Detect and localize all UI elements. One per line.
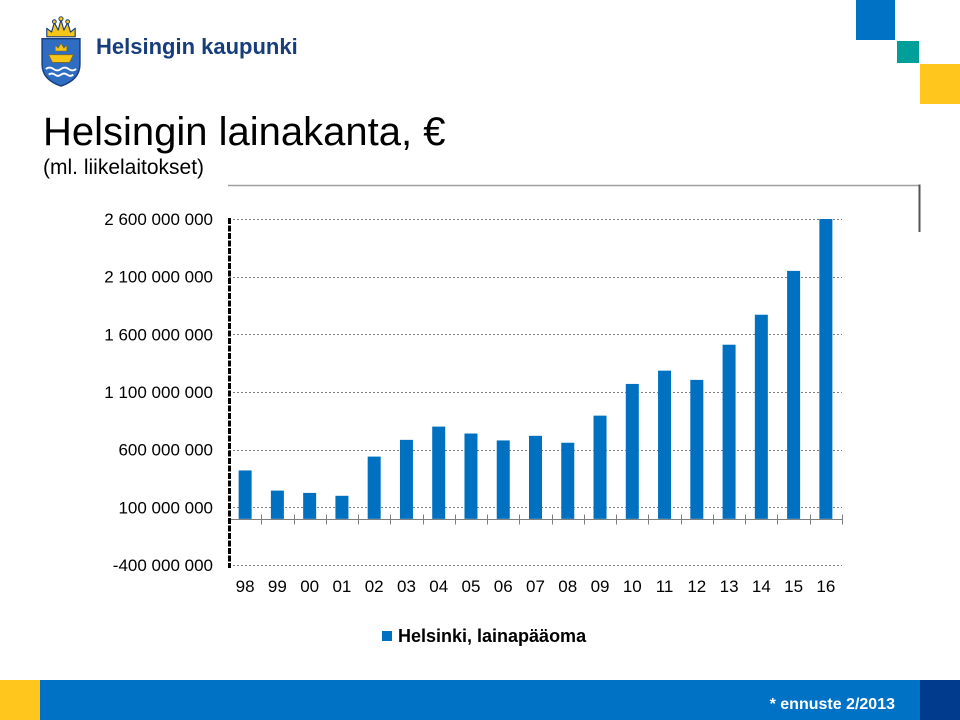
bar-05 [464, 433, 478, 519]
x-tick-label: 09 [591, 577, 610, 596]
bar-16 [819, 219, 833, 519]
x-tick-label: 11 [656, 577, 674, 596]
x-tick-label: 08 [558, 577, 577, 596]
x-tick-label: 02 [365, 577, 384, 596]
x-tick-label: 10 [623, 577, 642, 596]
bar-99 [270, 490, 284, 519]
x-tick-label: 15 [784, 577, 803, 596]
bar-03 [399, 439, 413, 519]
legend-label: Helsinki, lainapääoma [398, 626, 587, 646]
helsinki-coat-of-arms-icon [41, 16, 81, 87]
boat-hull [48, 54, 74, 63]
logo-text: Helsingin kaupunki [96, 34, 298, 59]
bar-13 [722, 344, 736, 519]
bar-08 [561, 442, 575, 519]
y-tick-label: -400 000 000 [113, 556, 213, 575]
y-tick-label: 100 000 000 [118, 498, 213, 517]
boat-crown [55, 42, 67, 52]
boat [48, 42, 74, 63]
slide-title: Helsingin lainakanta, € [43, 110, 446, 154]
crown-jewel [58, 16, 64, 22]
decor-square-yellow [920, 64, 960, 104]
footer-square-navy [920, 680, 960, 720]
x-axis-ticks [261, 514, 843, 525]
x-tick-label: 16 [816, 577, 835, 596]
bar-12 [690, 379, 704, 519]
y-tick-label: 600 000 000 [118, 441, 213, 460]
waves [45, 66, 77, 77]
bar-02 [367, 456, 381, 519]
x-tick-label: 01 [332, 577, 351, 596]
footnote: * ennuste 2/2013 [769, 696, 895, 713]
bar-01 [335, 495, 349, 519]
bar-07 [529, 435, 542, 519]
x-tick-label: 99 [268, 577, 287, 596]
bar-00 [303, 492, 317, 519]
y-tick-label: 1 100 000 000 [104, 383, 213, 402]
slide-subtitle: (ml. liikelaitokset) [43, 156, 205, 179]
decor-square-teal [897, 41, 919, 63]
bar-98 [238, 470, 252, 519]
y-tick-labels: 2 600 000 000 2 100 000 000 1 600 000 000 1… [104, 210, 213, 575]
bar-09 [593, 415, 607, 519]
wave-line [45, 66, 77, 72]
crown-jewel [52, 19, 57, 24]
x-tick-label: 04 [429, 577, 448, 596]
bar-series [238, 219, 833, 519]
footer-band [40, 680, 920, 720]
bar-11 [658, 370, 672, 519]
x-tick-label: 13 [720, 577, 739, 596]
x-tick-label: 06 [494, 577, 513, 596]
bar-04 [432, 426, 446, 519]
footer-square-yellow [0, 680, 40, 720]
x-tick-label: 07 [526, 577, 545, 596]
chart-legend: Helsinki, lainapääoma [382, 627, 586, 645]
x-tick-label: 05 [462, 577, 481, 596]
crown-shape [46, 19, 76, 38]
x-tick-label: 03 [397, 577, 416, 596]
bar-chart: 2 600 000 000 2 100 000 000 1 600 000 000 1… [104, 184, 921, 596]
y-tick-label: 1 600 000 000 [104, 325, 213, 344]
x-tick-label: 98 [236, 577, 255, 596]
decor-square-blue [856, 0, 895, 40]
bar-10 [625, 383, 639, 519]
bar-14 [754, 314, 768, 519]
x-tick-label: 14 [752, 577, 771, 596]
bar-15 [787, 270, 801, 519]
x-tick-label: 00 [300, 577, 319, 596]
wave-line [48, 72, 74, 77]
crown [46, 16, 76, 38]
x-tick-labels: 98 99 00 01 02 03 04 05 06 07 08 09 10 11 12 13 14 15 16 [236, 577, 836, 596]
bar-06 [496, 440, 510, 519]
crown-jewel [65, 19, 70, 24]
y-tick-label: 2 600 000 000 [104, 210, 213, 229]
x-tick-label: 12 [687, 577, 706, 596]
legend-marker [382, 631, 392, 641]
y-tick-label: 2 100 000 000 [104, 268, 213, 287]
